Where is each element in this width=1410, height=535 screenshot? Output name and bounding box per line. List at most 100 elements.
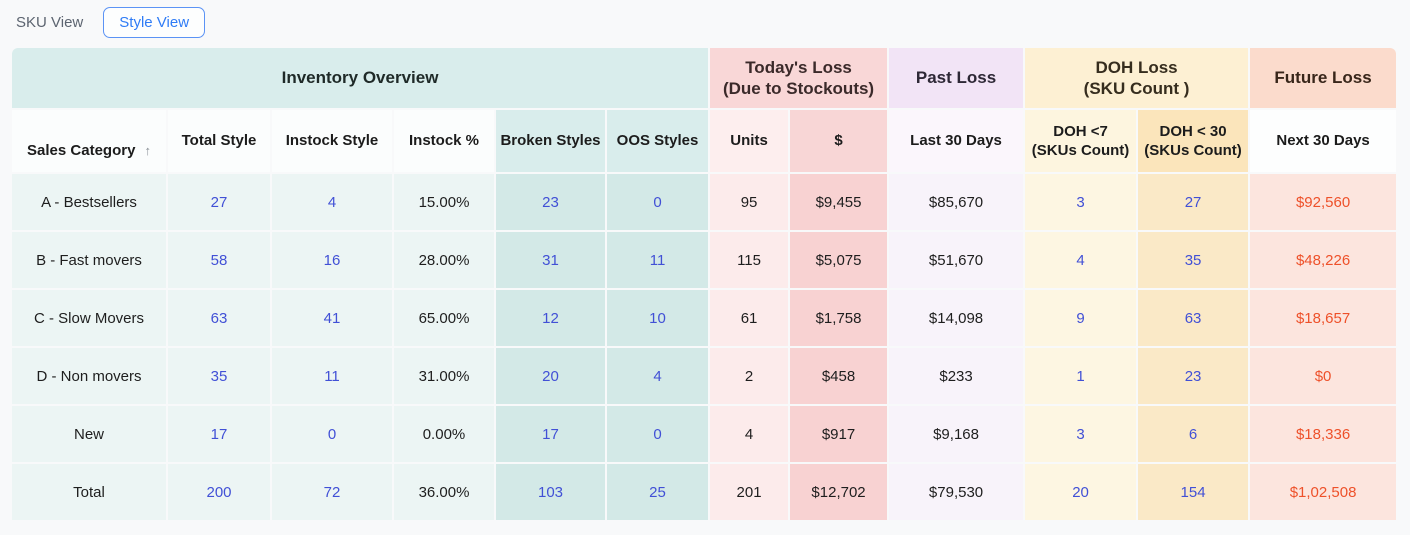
cell-total-style[interactable]: 17 [168, 406, 270, 462]
cell-total-style[interactable]: 35 [168, 348, 270, 404]
cell-next-30-days: $48,226 [1250, 232, 1397, 288]
cell-instock-style[interactable]: 4 [272, 174, 392, 230]
cell-doh-lt30[interactable]: 63 [1138, 290, 1249, 346]
cell-total-style[interactable]: 27 [168, 174, 270, 230]
col-header-oos-styles: OOS Styles [607, 110, 709, 172]
cell-next-30-days: $18,657 [1250, 290, 1397, 346]
cell-doh-lt7[interactable]: 1 [1025, 348, 1137, 404]
tab-sku-view[interactable]: SKU View [16, 13, 84, 31]
cell-sales-category: New [12, 406, 166, 462]
cell-units: 2 [710, 348, 789, 404]
cell-units: 61 [710, 290, 789, 346]
cell-last-30-days: $51,670 [889, 232, 1024, 288]
cell-sales-category: B - Fast movers [12, 232, 166, 288]
table-row: Total 200 72 36.00% 103 25 201 $12,702 $79,530 20… [12, 464, 1397, 520]
column-header-row: Sales Category ↑ Total Style Instock Styl… [12, 110, 1397, 172]
cell-instock-pct: 28.00% [394, 232, 494, 288]
col-header-units: Units [710, 110, 789, 172]
cell-dollars: $458 [790, 348, 888, 404]
cell-instock-style[interactable]: 16 [272, 232, 392, 288]
cell-dollars: $5,075 [790, 232, 888, 288]
cell-units: 95 [710, 174, 789, 230]
cell-broken-styles[interactable]: 103 [496, 464, 605, 520]
cell-units: 4 [710, 406, 789, 462]
col-header-broken-styles: Broken Styles [496, 110, 605, 172]
cell-last-30-days: $79,530 [889, 464, 1024, 520]
view-tabbar: SKU View Style View [0, 0, 1410, 40]
group-past-loss: Past Loss [889, 48, 1024, 108]
table-row: B - Fast movers 58 16 28.00% 31 11 115 $5,075 $5… [12, 232, 1397, 288]
cell-last-30-days: $233 [889, 348, 1024, 404]
group-doh-loss: DOH Loss (SKU Count ) [1025, 48, 1249, 108]
col-header-instock-style: Instock Style [272, 110, 392, 172]
table-row: A - Bestsellers 27 4 15.00% 23 0 95 $9,455 $85,6… [12, 174, 1397, 230]
cell-dollars: $9,455 [790, 174, 888, 230]
table-body: A - Bestsellers 27 4 15.00% 23 0 95 $9,455 $85,6… [12, 174, 1397, 520]
cell-broken-styles[interactable]: 31 [496, 232, 605, 288]
col-header-total-style: Total Style [168, 110, 270, 172]
cell-sales-category: D - Non movers [12, 348, 166, 404]
sort-ascending-icon[interactable]: ↑ [144, 143, 151, 158]
group-inventory-overview: Inventory Overview [12, 48, 709, 108]
cell-instock-style[interactable]: 72 [272, 464, 392, 520]
col-header-dollars: $ [790, 110, 888, 172]
cell-total-style[interactable]: 63 [168, 290, 270, 346]
table-row: C - Slow Movers 63 41 65.00% 12 10 61 $1,758 $14… [12, 290, 1397, 346]
cell-instock-pct: 15.00% [394, 174, 494, 230]
cell-doh-lt7[interactable]: 4 [1025, 232, 1137, 288]
cell-last-30-days: $9,168 [889, 406, 1024, 462]
cell-instock-pct: 65.00% [394, 290, 494, 346]
cell-broken-styles[interactable]: 20 [496, 348, 605, 404]
cell-units: 115 [710, 232, 789, 288]
cell-doh-lt30[interactable]: 23 [1138, 348, 1249, 404]
col-header-sales-category[interactable]: Sales Category ↑ [12, 110, 166, 172]
cell-oos-styles[interactable]: 11 [607, 232, 709, 288]
table-row: New 17 0 0.00% 17 0 4 $917 $9,168 3 6 $18,336 [12, 406, 1397, 462]
cell-doh-lt7[interactable]: 9 [1025, 290, 1137, 346]
cell-dollars: $917 [790, 406, 888, 462]
cell-total-style[interactable]: 200 [168, 464, 270, 520]
cell-sales-category: C - Slow Movers [12, 290, 166, 346]
cell-instock-style[interactable]: 0 [272, 406, 392, 462]
cell-instock-pct: 36.00% [394, 464, 494, 520]
cell-instock-style[interactable]: 41 [272, 290, 392, 346]
cell-doh-lt7[interactable]: 3 [1025, 406, 1137, 462]
col-header-doh-lt7: DOH <7 (SKUs Count) [1025, 110, 1137, 172]
tab-style-view[interactable]: Style View [103, 6, 206, 38]
cell-doh-lt30[interactable]: 27 [1138, 174, 1249, 230]
cell-oos-styles[interactable]: 0 [607, 406, 709, 462]
group-todays-loss: Today's Loss (Due to Stockouts) [710, 48, 888, 108]
cell-next-30-days: $92,560 [1250, 174, 1397, 230]
cell-doh-lt30[interactable]: 6 [1138, 406, 1249, 462]
cell-broken-styles[interactable]: 12 [496, 290, 605, 346]
cell-doh-lt7[interactable]: 20 [1025, 464, 1137, 520]
cell-doh-lt7[interactable]: 3 [1025, 174, 1137, 230]
col-header-next-30-days: Next 30 Days [1250, 110, 1397, 172]
cell-last-30-days: $14,098 [889, 290, 1024, 346]
col-header-label: Sales Category [27, 142, 136, 159]
col-header-doh-lt30: DOH < 30 (SKUs Count) [1138, 110, 1249, 172]
inventory-table-container: Inventory Overview Today's Loss (Due to … [10, 46, 1398, 522]
cell-broken-styles[interactable]: 17 [496, 406, 605, 462]
cell-sales-category: A - Bestsellers [12, 174, 166, 230]
cell-broken-styles[interactable]: 23 [496, 174, 605, 230]
cell-sales-category: Total [12, 464, 166, 520]
table-row: D - Non movers 35 11 31.00% 20 4 2 $458 $233 1 23 $… [12, 348, 1397, 404]
col-header-instock-pct: Instock % [394, 110, 494, 172]
cell-doh-lt30[interactable]: 154 [1138, 464, 1249, 520]
group-future-loss: Future Loss [1250, 48, 1397, 108]
inventory-style-table: Inventory Overview Today's Loss (Due to … [10, 46, 1398, 522]
cell-last-30-days: $85,670 [889, 174, 1024, 230]
cell-oos-styles[interactable]: 0 [607, 174, 709, 230]
cell-instock-style[interactable]: 11 [272, 348, 392, 404]
cell-instock-pct: 0.00% [394, 406, 494, 462]
cell-next-30-days: $0 [1250, 348, 1397, 404]
cell-oos-styles[interactable]: 4 [607, 348, 709, 404]
cell-doh-lt30[interactable]: 35 [1138, 232, 1249, 288]
cell-dollars: $1,758 [790, 290, 888, 346]
cell-total-style[interactable]: 58 [168, 232, 270, 288]
cell-oos-styles[interactable]: 10 [607, 290, 709, 346]
cell-oos-styles[interactable]: 25 [607, 464, 709, 520]
col-header-last-30-days: Last 30 Days [889, 110, 1024, 172]
group-header-row: Inventory Overview Today's Loss (Due to … [12, 48, 1397, 108]
